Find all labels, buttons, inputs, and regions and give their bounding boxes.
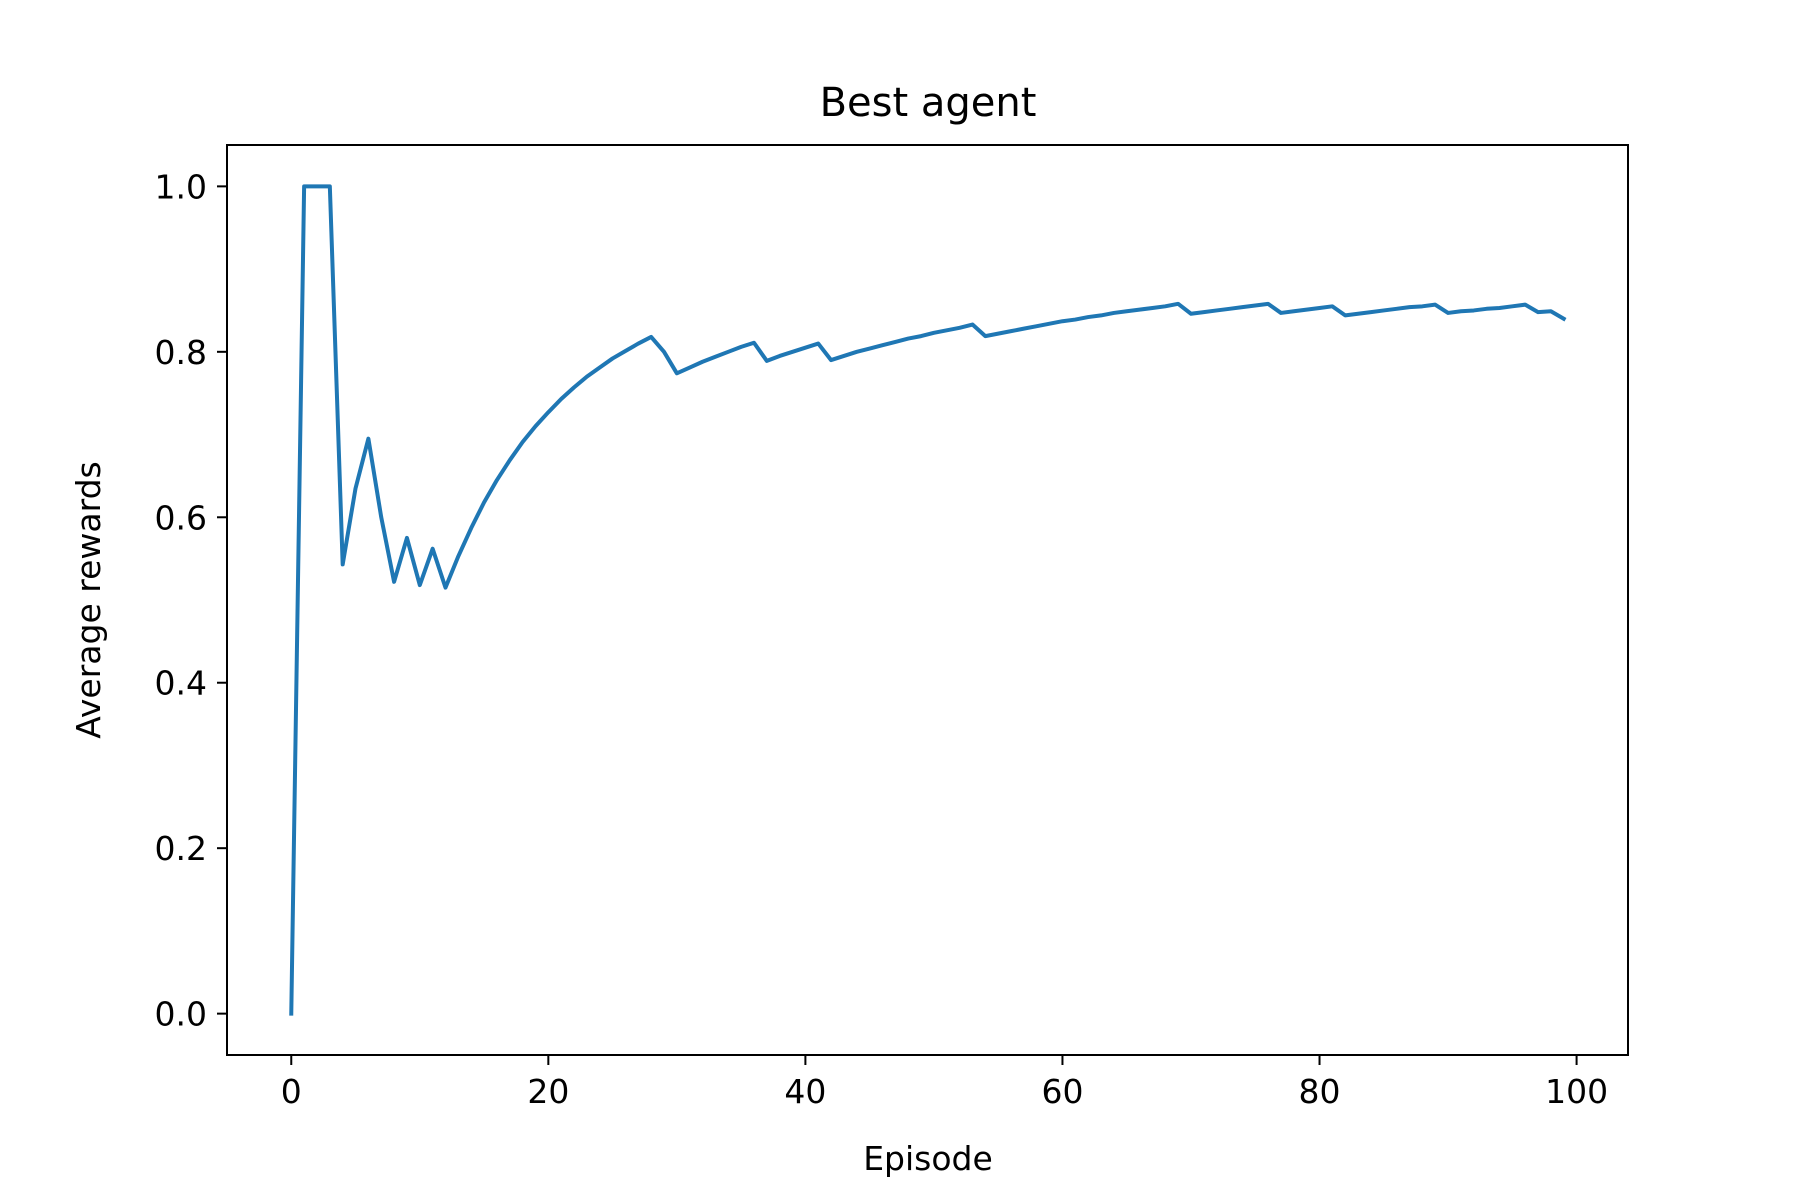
- y-axis-title: Average rewards: [69, 461, 108, 739]
- series-line-0: [289, 184, 1567, 1016]
- x-tick-label: 100: [1545, 1072, 1608, 1111]
- y-tick-label: 0.0: [155, 995, 207, 1034]
- chart-title: Best agent: [820, 80, 1037, 126]
- y-tick-label: 1.0: [155, 167, 207, 206]
- x-tick-label: 80: [1299, 1072, 1341, 1111]
- x-tick-label: 0: [281, 1072, 302, 1111]
- x-axis-title: Episode: [863, 1139, 993, 1178]
- plot-area: 0 20 40 60 80 100 0.0 0.2 0.4 0.6 0.8 1.0: [155, 144, 1629, 1111]
- plot-frame: [226, 144, 1629, 1056]
- y-tick-label: 0.2: [155, 829, 207, 868]
- x-tick-label: 20: [527, 1072, 569, 1111]
- x-tick-label: 40: [784, 1072, 826, 1111]
- y-tick-label: 0.6: [155, 498, 207, 537]
- y-tick-label: 0.8: [155, 333, 207, 372]
- x-tick-label: 60: [1041, 1072, 1083, 1111]
- y-tick-label: 0.4: [155, 664, 207, 703]
